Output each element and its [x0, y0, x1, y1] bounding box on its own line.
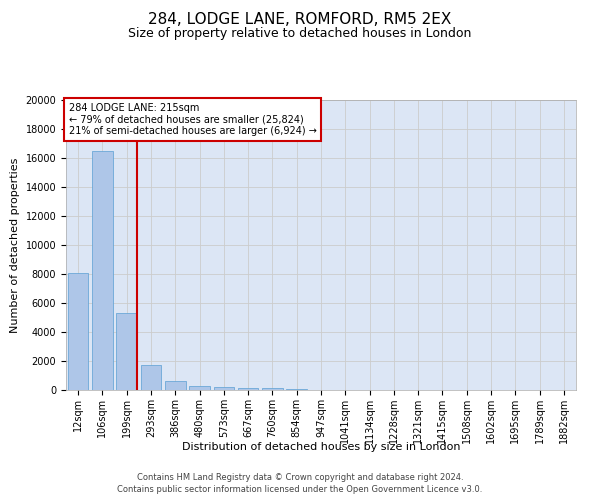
Text: Contains HM Land Registry data © Crown copyright and database right 2024.: Contains HM Land Registry data © Crown c… — [137, 472, 463, 482]
Bar — [214, 387, 234, 390]
Bar — [92, 151, 113, 390]
Bar — [238, 388, 259, 390]
Text: Distribution of detached houses by size in London: Distribution of detached houses by size … — [182, 442, 460, 452]
Bar — [68, 272, 88, 390]
Bar — [262, 388, 283, 390]
Bar — [286, 389, 307, 390]
Text: Size of property relative to detached houses in London: Size of property relative to detached ho… — [128, 28, 472, 40]
Text: Contains public sector information licensed under the Open Government Licence v3: Contains public sector information licen… — [118, 485, 482, 494]
Bar — [189, 386, 210, 390]
Bar — [140, 364, 161, 390]
Bar — [165, 380, 185, 390]
Bar — [116, 313, 137, 390]
Text: 284 LODGE LANE: 215sqm
← 79% of detached houses are smaller (25,824)
21% of semi: 284 LODGE LANE: 215sqm ← 79% of detached… — [68, 103, 316, 136]
Text: 284, LODGE LANE, ROMFORD, RM5 2EX: 284, LODGE LANE, ROMFORD, RM5 2EX — [148, 12, 452, 28]
Y-axis label: Number of detached properties: Number of detached properties — [10, 158, 20, 332]
